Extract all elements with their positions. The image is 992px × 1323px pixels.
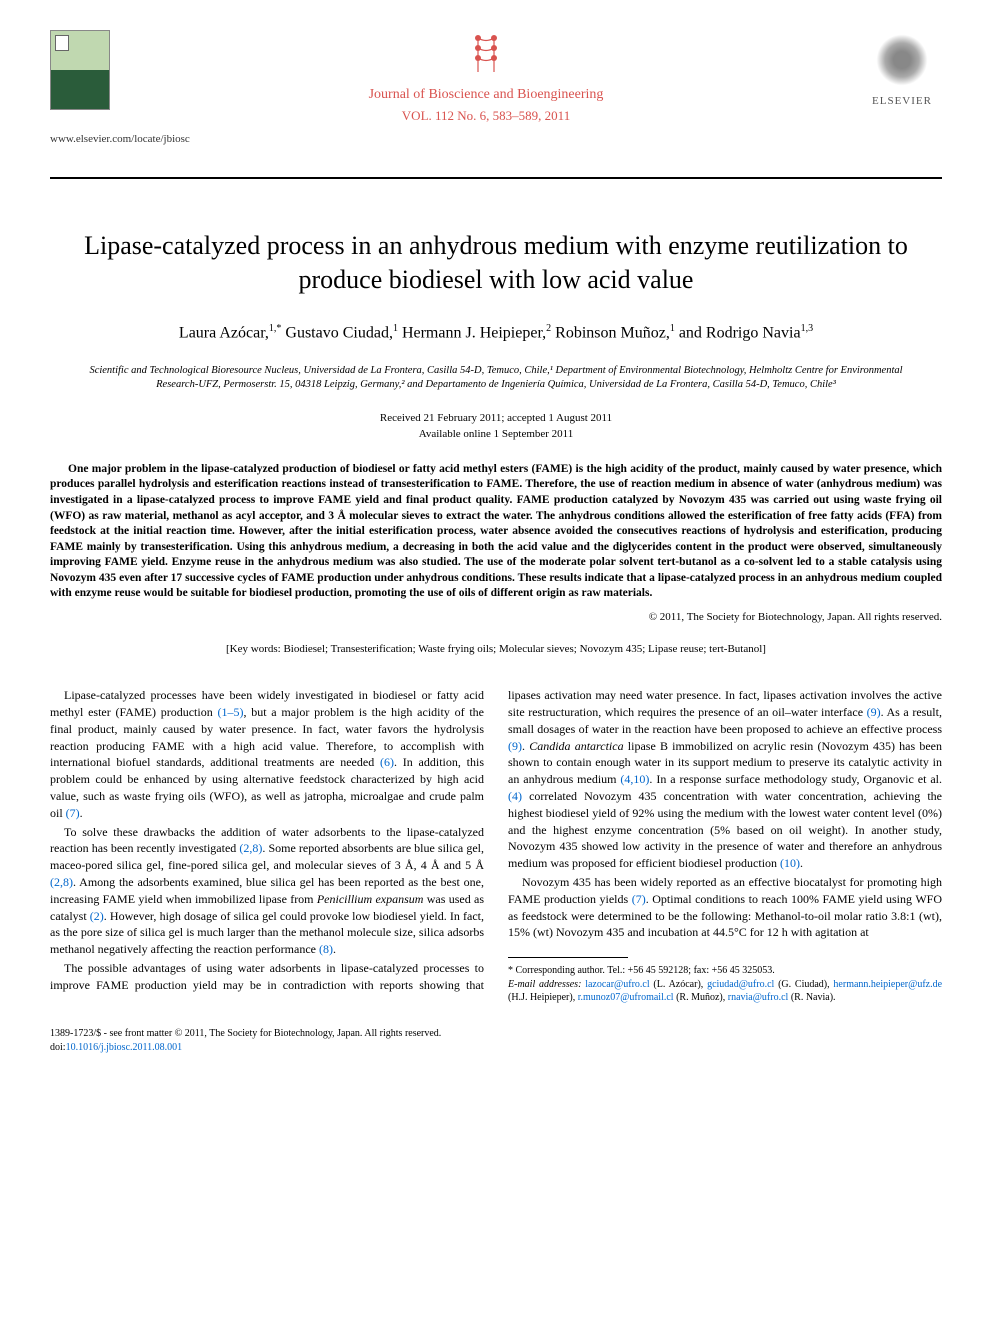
- email-link[interactable]: r.munoz07@ufromail.cl: [578, 992, 674, 1003]
- publisher-block: ELSEVIER: [862, 30, 942, 109]
- doi-link[interactable]: 10.1016/j.jbiosc.2011.08.001: [66, 1042, 183, 1053]
- citation-link[interactable]: (7): [66, 806, 80, 820]
- journal-logo-icon: [466, 30, 506, 80]
- locate-url: www.elsevier.com/locate/jbiosc: [50, 132, 942, 147]
- keywords: [Key words: Biodiesel; Transesterificati…: [50, 642, 942, 657]
- email-addresses: E-mail addresses: lazocar@ufro.cl (L. Az…: [508, 978, 942, 1005]
- footnote-rule: [508, 957, 628, 958]
- header-rule: [50, 177, 942, 179]
- citation-link[interactable]: (2): [90, 909, 104, 923]
- author-list: Laura Azócar,1,* Gustavo Ciudad,1 Herman…: [50, 322, 942, 344]
- body-para-1: Lipase-catalyzed processes have been wid…: [50, 687, 484, 821]
- email-link[interactable]: hermann.heipieper@ufz.de: [833, 979, 942, 990]
- publisher-name: ELSEVIER: [862, 94, 942, 109]
- corresponding-author: * Corresponding author. Tel.: +56 45 592…: [508, 964, 942, 978]
- email-link[interactable]: gciudad@ufro.cl: [707, 979, 774, 990]
- body-para-2: To solve these drawbacks the addition of…: [50, 824, 484, 958]
- citation-link[interactable]: (9): [508, 739, 522, 753]
- email-link[interactable]: lazocar@ufro.cl: [585, 979, 649, 990]
- footnotes: * Corresponding author. Tel.: +56 45 592…: [508, 964, 942, 1005]
- citation-link[interactable]: (4): [508, 789, 522, 803]
- issn-line: 1389-1723/$ - see front matter © 2011, T…: [50, 1027, 942, 1041]
- citation-link[interactable]: (4,10): [620, 772, 649, 786]
- journal-cover-thumbnail: [50, 30, 110, 110]
- citation-link[interactable]: (8): [319, 942, 333, 956]
- doi-line: doi:10.1016/j.jbiosc.2011.08.001: [50, 1041, 942, 1055]
- citation-link[interactable]: (2,8): [239, 841, 262, 855]
- journal-masthead: Journal of Bioscience and Bioengineering…: [110, 30, 862, 124]
- citation-link[interactable]: (1–5): [217, 705, 243, 719]
- article-body: Lipase-catalyzed processes have been wid…: [50, 687, 942, 1004]
- journal-name: Journal of Bioscience and Bioengineering: [140, 86, 832, 105]
- body-para-4: Novozym 435 has been widely reported as …: [508, 874, 942, 941]
- citation-link[interactable]: (9): [867, 705, 881, 719]
- abstract-copyright: © 2011, The Society for Biotechnology, J…: [50, 610, 942, 625]
- email-link[interactable]: rnavia@ufro.cl: [728, 992, 789, 1003]
- online-date: Available online 1 September 2011: [50, 427, 942, 442]
- citation-link[interactable]: (6): [380, 755, 394, 769]
- received-date: Received 21 February 2011; accepted 1 Au…: [50, 411, 942, 426]
- page-footer: 1389-1723/$ - see front matter © 2011, T…: [50, 1027, 942, 1055]
- article-dates: Received 21 February 2011; accepted 1 Au…: [50, 411, 942, 442]
- citation-link[interactable]: (7): [632, 892, 646, 906]
- page-header: Journal of Bioscience and Bioengineering…: [50, 30, 942, 124]
- article-title: Lipase-catalyzed process in an anhydrous…: [50, 229, 942, 297]
- journal-volume: VOL. 112 No. 6, 583–589, 2011: [140, 107, 832, 125]
- affiliations: Scientific and Technological Bioresource…: [50, 364, 942, 393]
- citation-link[interactable]: (10): [780, 856, 800, 870]
- abstract: One major problem in the lipase-catalyze…: [50, 462, 942, 602]
- elsevier-tree-icon: [872, 30, 932, 90]
- citation-link[interactable]: (2,8): [50, 875, 73, 889]
